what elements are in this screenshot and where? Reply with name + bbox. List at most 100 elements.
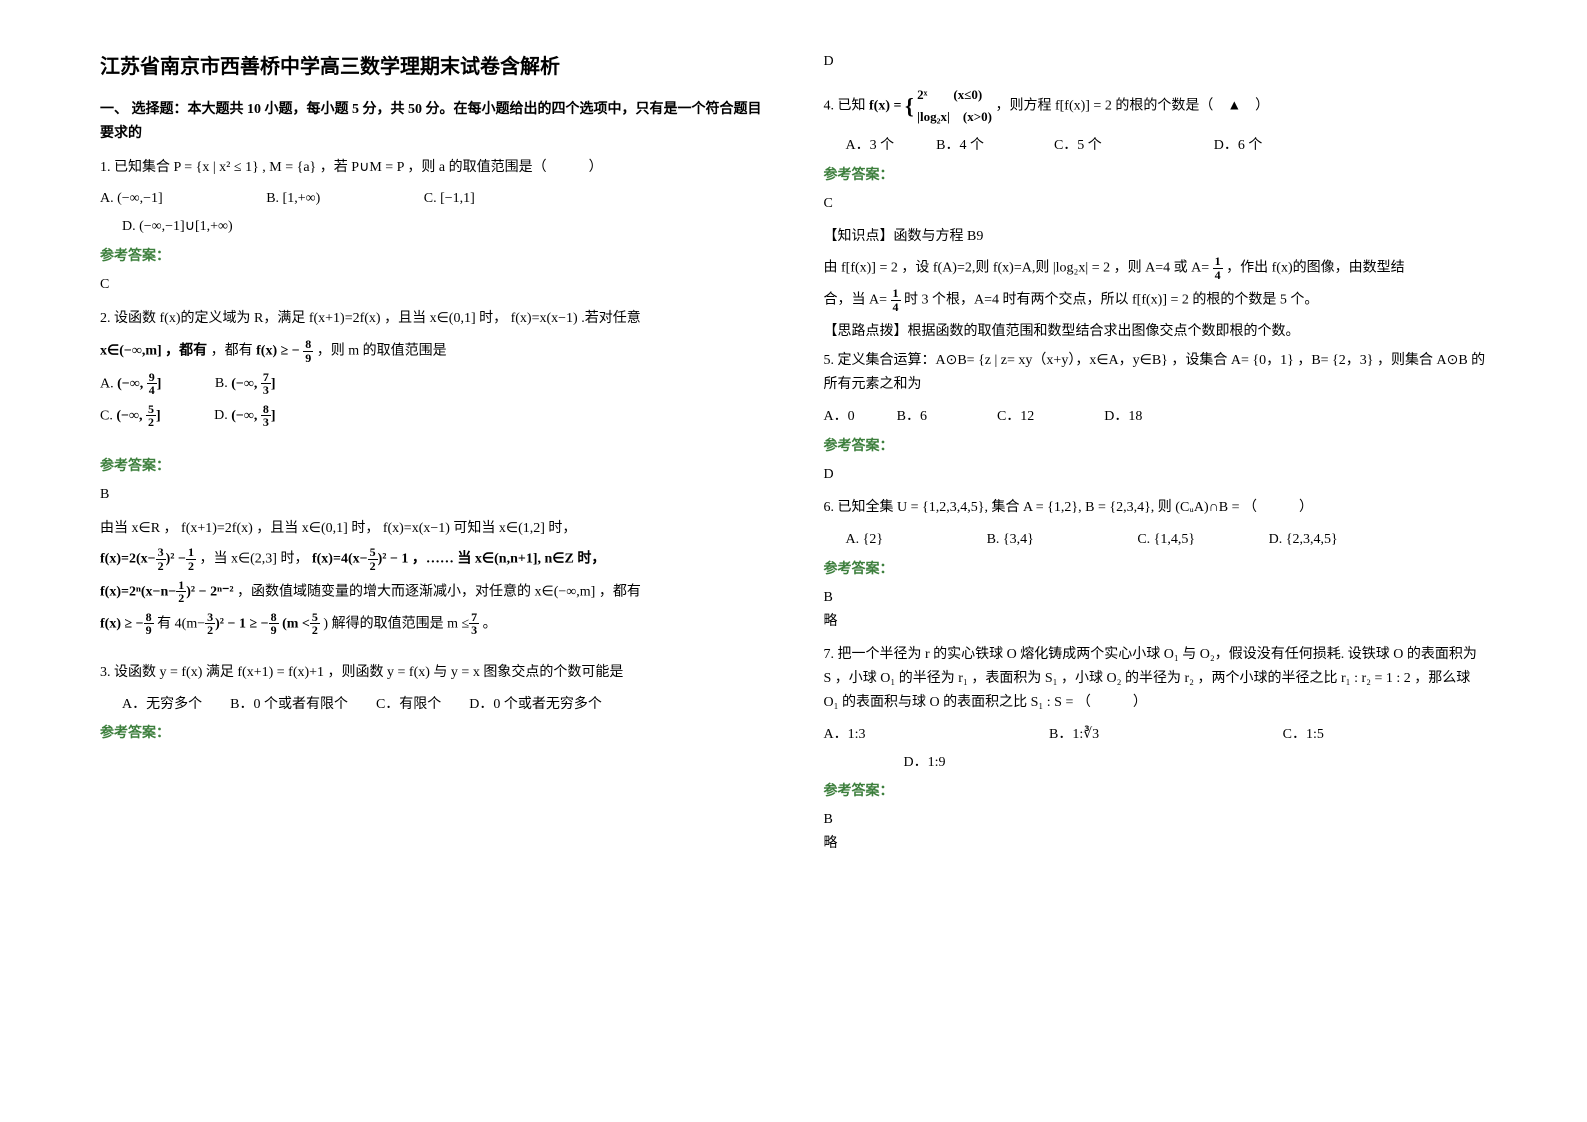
q1-option-a: A. (−∞,−1] xyxy=(100,187,163,211)
q2-answer: B xyxy=(100,483,764,507)
q1-answer: C xyxy=(100,273,764,297)
q3-stem: 3. 设函数 y = f(x) 满足 f(x+1) = f(x)+1 ，则函数 … xyxy=(100,661,764,685)
q2-opt-d-frac: 83 xyxy=(261,403,271,429)
document-title: 江苏省南京市西善桥中学高三数学理期末试卷含解析 xyxy=(100,50,764,84)
q2-opt-d-close: ] xyxy=(271,408,276,423)
q7-answer-note: 略 xyxy=(824,832,1488,856)
q4-exp2a: 合，当 A= xyxy=(824,293,888,308)
right-column: D 4. 已知 f(x) = { 2ˣ (x≤0) |log₂x| (x>0) … xyxy=(824,50,1488,866)
q3-answer: D xyxy=(824,50,1488,74)
q4-cases: 2ˣ (x≤0) |log₂x| (x>0) xyxy=(917,84,992,128)
q2-opt-c-pre: C. xyxy=(100,408,113,423)
q2-stem-c: ，则 m 的取值范围是 xyxy=(317,344,447,359)
q4-case1: 2ˣ (x≤0) xyxy=(917,84,992,106)
q3-answer-label: 参考答案： xyxy=(100,722,764,746)
q2-exp2c: ，当 x∈(2,3] 时， xyxy=(199,552,308,567)
q5-stem: 5. 定义集合运算：A⊙B= {z | z= xy（x+y），x∈A，y∈B} … xyxy=(824,349,1488,397)
q4-exp1a: 由 f[f(x)] = 2 ，设 f(A)=2,则 f(x)=A,则 |log₂… xyxy=(824,260,1210,275)
q7-option-d: D．1:9 xyxy=(904,751,1488,775)
q4-stem-a: 4. 已知 xyxy=(824,98,866,113)
q2-fx-ge-text: ，都有 xyxy=(211,344,257,359)
q5-options: A．0 B．6 C．12 D．18 xyxy=(824,405,1488,429)
q4-stem-line: 4. 已知 f(x) = { 2ˣ (x≤0) |log₂x| (x>0) ，则… xyxy=(824,84,1488,128)
q2-opt-b-pre: B. xyxy=(215,376,228,391)
q2-f52: 52 xyxy=(368,546,378,572)
q2-f12b: 12 xyxy=(176,579,186,605)
q6-answer-note: 略 xyxy=(824,610,1488,634)
q4-answer-label: 参考答案： xyxy=(824,164,1488,188)
q7-option-c: C．1:5 xyxy=(1283,723,1324,747)
q2-exp2a: f(x)=2(x− xyxy=(100,552,156,567)
q2-opt-d-pre: D. xyxy=(214,408,228,423)
q2-opt-a-bracket: (−∞, xyxy=(117,376,147,391)
q1-options-row1: A. (−∞,−1] B. [1,+∞) C. [−1,1] xyxy=(100,187,764,211)
q6-option-d: D. {2,3,4,5} xyxy=(1269,528,1338,552)
q4-fx: f(x) = xyxy=(869,98,901,113)
q2-exp2b: )² − xyxy=(166,552,186,567)
q2-exp4b: 有 4(m− xyxy=(157,616,205,631)
q2-stem-b: x∈(−∞,m] ，都有 xyxy=(100,344,207,359)
q4-frac-1-4a: 14 xyxy=(1213,255,1223,281)
q6-answer: B xyxy=(824,586,1488,610)
q1-answer-label: 参考答案： xyxy=(100,245,764,269)
q1-option-c: C. [−1,1] xyxy=(424,187,475,211)
q2-opt-c-frac: 52 xyxy=(146,403,156,429)
q4-exp-line2: 合，当 A= 14 时 3 个根，A=4 时有两个交点，所以 f[f(x)] =… xyxy=(824,287,1488,313)
q2-opt-c-close: ] xyxy=(156,408,161,423)
q2-opt-a-pre: A. xyxy=(100,376,114,391)
q6-option-a: A. {2} xyxy=(846,528,884,552)
q2-f52b: 52 xyxy=(310,611,320,637)
q2-opt-b-close: ] xyxy=(271,376,276,391)
q4-frac-1-4b: 14 xyxy=(891,287,901,313)
q4-exp3: 【思路点拨】根据函数的取值范围和数型结合求出图像交点个数即根的个数。 xyxy=(824,320,1488,344)
q4-knowledge-point: 【知识点】函数与方程 B9 xyxy=(824,225,1488,249)
q3-options: A．无穷多个 B．0 个或者有限个 C．有限个 D．0 个或者无穷多个 xyxy=(122,693,764,717)
q2-opt-a-frac: 94 xyxy=(147,371,157,397)
q5-answer: D xyxy=(824,463,1488,487)
q2-f32: 32 xyxy=(156,546,166,572)
q2-exp2e: )² − 1 ，…… 当 x∈(n,n+1], n∈Z 时， xyxy=(378,552,606,567)
q6-answer-label: 参考答案： xyxy=(824,558,1488,582)
q2-opts-row2: C. (−∞, 52] D. (−∞, 83] xyxy=(100,403,764,429)
q4-stem-b: ，则方程 f[f(x)] = 2 的根的个数是（ ▲ ） xyxy=(995,98,1269,113)
section-1-heading: 一、 选择题：本大题共 10 小题，每小题 5 分，共 50 分。在每小题给出的… xyxy=(100,98,764,146)
q2-exp4a: f(x) ≥ − xyxy=(100,616,144,631)
q4-exp2b: 时 3 个根，A=4 时有两个交点，所以 f[f(x)] = 2 的根的个数是 … xyxy=(904,293,1318,308)
q2-fx-ge: f(x) ≥ − xyxy=(256,344,300,359)
q6-stem: 6. 已知全集 U = {1,2,3,4,5}, 集合 A = {1,2}, B… xyxy=(824,496,1488,520)
q2-frac-8-9: 89 xyxy=(303,338,313,364)
q1-option-d: D. (−∞,−1]∪[1,+∞) xyxy=(122,215,764,239)
q2-f73: 73 xyxy=(469,611,479,637)
q4-exp-line1: 由 f[f(x)] = 2 ，设 f(A)=2,则 f(x)=A,则 |log₂… xyxy=(824,255,1488,281)
q2-opt-b-frac: 73 xyxy=(261,371,271,397)
q2-stem-b-line: x∈(−∞,m] ，都有 ，都有 f(x) ≥ − 89 ，则 m 的取值范围是 xyxy=(100,338,764,364)
q2-f12: 12 xyxy=(186,546,196,572)
q4-answer: C xyxy=(824,192,1488,216)
q2-exp3a: f(x)=2ⁿ(x−n− xyxy=(100,584,176,599)
q2-f32b: 32 xyxy=(205,611,215,637)
q2-opt-b-bracket: (−∞, xyxy=(231,376,261,391)
q2-exp4d: (m < xyxy=(282,616,310,631)
q2-exp-line2: f(x)=2(x−32)² −12 ，当 x∈(2,3] 时， f(x)=4(x… xyxy=(100,546,764,572)
q7-stem: 7. 把一个半径为 r 的实心铁球 O 熔化铸成两个实心小球 O₁ 与 O₂，假… xyxy=(824,643,1488,714)
q2-exp3b: )² − 2ⁿ⁻² xyxy=(186,584,233,599)
q2-exp4f: 。 xyxy=(483,616,497,631)
q2-exp-line3: f(x)=2ⁿ(x−n−12)² − 2ⁿ⁻² ，函数值域随变量的增大而逐渐减小… xyxy=(100,579,764,605)
q2-stem-a: 2. 设函数 f(x)的定义域为 R，满足 f(x+1)=2f(x) ，且当 x… xyxy=(100,307,764,331)
q2-answer-label: 参考答案： xyxy=(100,455,764,479)
q7-option-b: B．1:∛3 xyxy=(1049,723,1099,747)
q2-opt-d-bracket: (−∞, xyxy=(231,408,261,423)
q6-option-c: C. {1,4,5} xyxy=(1137,528,1195,552)
q2-exp1: 由当 x∈R ， f(x+1)=2f(x) ，且当 x∈(0,1] 时， f(x… xyxy=(100,517,764,541)
q1-stem: 1. 已知集合 P = {x | x² ≤ 1} , M = {a} ，若 P∪… xyxy=(100,156,764,180)
q6-options: A. {2} B. {3,4} C. {1,4,5} D. {2,3,4,5} xyxy=(824,528,1488,552)
q2-exp2d: f(x)=4(x− xyxy=(312,552,368,567)
q2-f89b: 89 xyxy=(269,611,279,637)
q2-opt-c-bracket: (−∞, xyxy=(116,408,146,423)
q4-case2: |log₂x| (x>0) xyxy=(917,106,992,128)
q2-exp4c: )² − 1 ≥ − xyxy=(215,616,269,631)
q2-exp3c: ，函数值域随变量的增大而逐渐减小，对任意的 x∈(−∞,m] ，都有 xyxy=(237,584,641,599)
q2-exp-line4: f(x) ≥ −89 有 4(m−32)² − 1 ≥ −89 (m <52 )… xyxy=(100,611,764,637)
q2-opt-a-close: ] xyxy=(157,376,162,391)
q7-answer-label: 参考答案： xyxy=(824,780,1488,804)
